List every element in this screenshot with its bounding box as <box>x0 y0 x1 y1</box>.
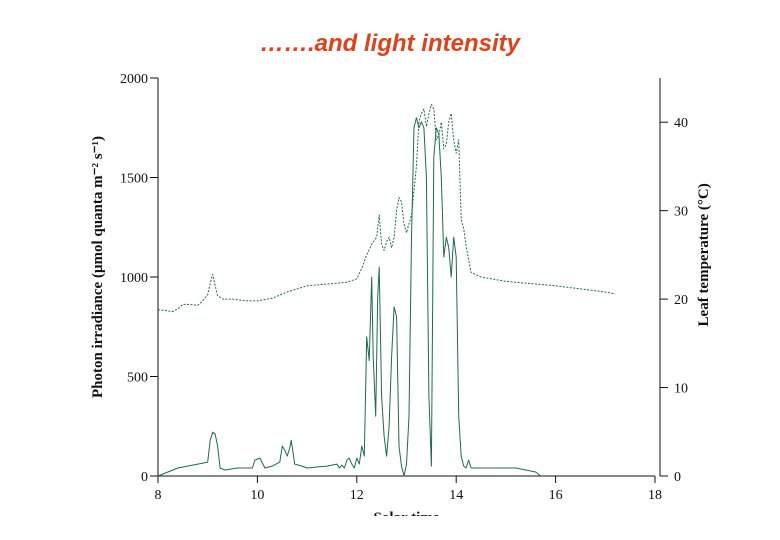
left-y-tick-label: 500 <box>127 371 148 386</box>
left-y-tick-label: 0 <box>141 470 148 485</box>
x-tick-label: 8 <box>155 488 162 503</box>
x-tick-label: 14 <box>449 488 463 503</box>
x-tick-label: 18 <box>648 488 662 503</box>
right-y-tick-label: 0 <box>674 470 681 485</box>
x-tick-label: 12 <box>350 488 364 503</box>
left-y-tick-label: 1000 <box>120 271 148 286</box>
right-y-tick-label: 30 <box>674 205 688 220</box>
right-y-tick-label: 20 <box>674 293 688 308</box>
left-y-axis-title: Photon irradiance (μmol quanta m⁻² s⁻¹) <box>90 136 106 398</box>
photon-irradiance-line <box>157 117 542 477</box>
left-y-tick-label: 2000 <box>120 72 148 87</box>
bottom-crop-mask <box>0 516 780 540</box>
x-tick-label: 16 <box>549 488 563 503</box>
left-y-tick-label: 1500 <box>120 172 148 187</box>
x-tick-label: 10 <box>250 488 264 503</box>
right-y-tick-label: 40 <box>674 116 688 131</box>
chart-series-layer <box>157 104 616 477</box>
right-y-axis-title: Leaf temperature (°C) <box>696 183 712 326</box>
right-y-tick-label: 10 <box>674 382 688 397</box>
leaf-temperature-line <box>157 104 616 312</box>
chart-ticks: 8 10 12 14 16 18 0 500 1000 1500 2000 0 10 20 30 40 <box>120 72 688 503</box>
slide-title: …….and light intensity <box>259 30 520 57</box>
